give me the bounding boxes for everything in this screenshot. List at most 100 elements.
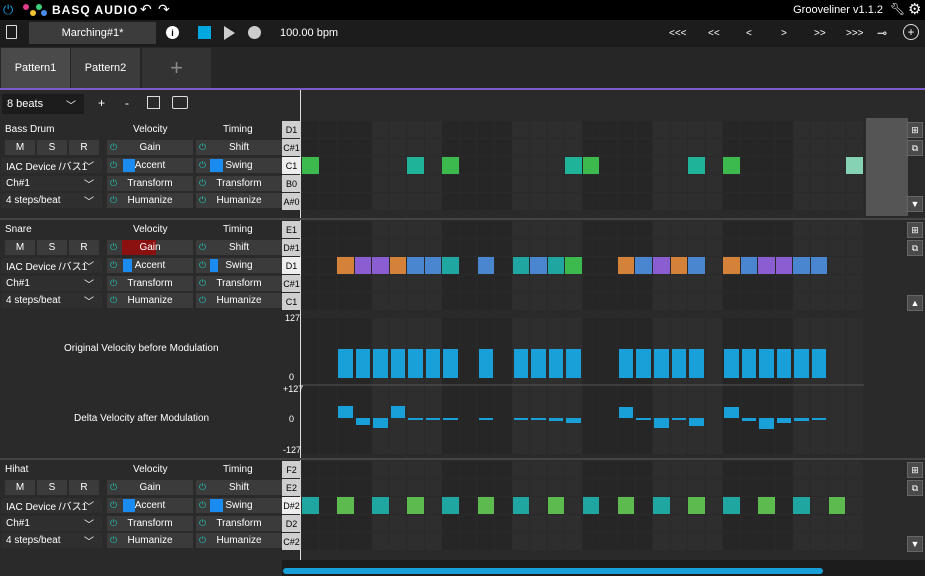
delta-velocity-bar[interactable]: [338, 406, 353, 418]
note-step[interactable]: [758, 257, 775, 274]
power-icon[interactable]: ⏻: [199, 535, 207, 545]
power-icon[interactable]: ⏻: [199, 295, 207, 305]
channel-select[interactable]: Ch#1 ﹀: [1, 515, 102, 531]
velocity-bar[interactable]: [794, 349, 809, 378]
velocity-bar[interactable]: [390, 349, 406, 378]
note-step[interactable]: [407, 497, 424, 514]
transform-timing-control[interactable]: ⏻ Transform: [196, 515, 282, 531]
velocity-bar[interactable]: [408, 349, 423, 378]
note-step[interactable]: [775, 257, 793, 274]
power-icon[interactable]: ⏻: [199, 517, 207, 528]
power-icon[interactable]: ⏻: [110, 177, 118, 188]
device-select[interactable]: IAC Device /バス1 ﹀: [1, 158, 102, 173]
note-step[interactable]: [723, 157, 740, 174]
velocity-bar[interactable]: [636, 349, 651, 378]
transform-timing-control[interactable]: ⏻ Transform: [196, 275, 282, 291]
velocity-bar[interactable]: [548, 349, 564, 378]
humanize-timing-control[interactable]: ⏻ Humanize: [196, 293, 282, 308]
power-icon[interactable]: ⏻: [110, 277, 118, 288]
transform-velocity-control[interactable]: ⏻ Transform: [107, 275, 193, 291]
power-icon[interactable]: ⏻: [199, 260, 207, 270]
transport-back[interactable]: <: [746, 28, 752, 39]
swing-control[interactable]: ⏻ Swing: [196, 498, 282, 513]
note-step[interactable]: [670, 257, 688, 274]
add-pattern-button[interactable]: +: [142, 48, 211, 88]
device-select[interactable]: IAC Device /バス1 ﹀: [1, 258, 102, 273]
note-step[interactable]: [442, 497, 459, 514]
power-icon[interactable]: ⏻: [199, 195, 207, 205]
transport-forward[interactable]: >: [781, 28, 787, 39]
delta-velocity-bar[interactable]: [531, 418, 546, 420]
record-button[interactable]: [248, 26, 261, 39]
gain-control[interactable]: ⏻ Gain: [107, 240, 193, 255]
note-step[interactable]: [565, 257, 582, 274]
humanize-velocity-control[interactable]: ⏻ Humanize: [107, 533, 193, 548]
delta-velocity-bar[interactable]: [513, 418, 529, 420]
note-step[interactable]: [793, 257, 810, 274]
gain-control[interactable]: ⏻ Gain: [107, 140, 193, 155]
solo-button[interactable]: S: [37, 140, 67, 155]
velocity-bar[interactable]: [811, 349, 827, 378]
delta-velocity-bar[interactable]: [478, 418, 494, 420]
delta-velocity-bar[interactable]: [618, 407, 634, 418]
mute-button[interactable]: M: [5, 240, 35, 255]
note-step[interactable]: [547, 257, 565, 274]
humanize-velocity-control[interactable]: ⏻ Humanize: [107, 193, 193, 208]
power-icon[interactable]: ⏻: [110, 260, 118, 270]
bpm-display[interactable]: 100.00 bpm: [280, 27, 339, 39]
delta-velocity-bar[interactable]: [636, 418, 651, 420]
note-step[interactable]: [424, 257, 442, 274]
collapse-track-button[interactable]: ▼: [907, 196, 923, 212]
note-step[interactable]: [617, 497, 635, 514]
velocity-bar[interactable]: [338, 349, 353, 378]
power-icon[interactable]: ⏻: [110, 535, 118, 545]
grid-view-icon[interactable]: ⊞: [907, 222, 923, 238]
power-icon[interactable]: ⏻: [199, 142, 207, 152]
power-icon[interactable]: ⏻: [110, 160, 118, 170]
power-icon[interactable]: ⏻: [199, 500, 207, 510]
steps-select[interactable]: 4 steps/beat ﹀: [1, 193, 102, 208]
delta-velocity-bar[interactable]: [741, 418, 757, 421]
copy-icon[interactable]: [147, 96, 160, 109]
delta-velocity-bar[interactable]: [724, 407, 739, 418]
steps-select[interactable]: 4 steps/beat ﹀: [1, 533, 102, 548]
velocity-bar[interactable]: [689, 349, 704, 378]
note-step[interactable]: [477, 257, 495, 274]
delta-velocity-bar[interactable]: [811, 418, 827, 420]
grid-view-icon[interactable]: ⊞: [907, 462, 923, 478]
delta-velocity-bar[interactable]: [776, 418, 792, 423]
steps-select[interactable]: 4 steps/beat ﹀: [1, 293, 102, 308]
accent-control[interactable]: ⏻ Accent: [107, 258, 193, 273]
shift-control[interactable]: ⏻ Shift: [196, 480, 282, 495]
record-arm-button[interactable]: R: [69, 240, 99, 255]
stop-button[interactable]: [198, 26, 211, 39]
note-step[interactable]: [389, 257, 407, 274]
velocity-bar[interactable]: [513, 349, 529, 378]
transport-first[interactable]: <<<: [669, 28, 687, 39]
note-step[interactable]: [302, 157, 319, 174]
velocity-bar[interactable]: [478, 349, 494, 378]
velocity-bar[interactable]: [776, 349, 792, 378]
layer-view-icon[interactable]: ⧉: [907, 240, 923, 256]
collapse-track-button[interactable]: ▼: [907, 536, 923, 552]
note-step[interactable]: [512, 497, 530, 514]
power-icon[interactable]: ⏻: [110, 500, 118, 510]
power-icon[interactable]: ⏻: [110, 517, 118, 528]
delta-velocity-bar[interactable]: [759, 418, 774, 429]
note-step[interactable]: [582, 497, 600, 514]
note-step[interactable]: [758, 497, 775, 514]
note-step[interactable]: [810, 257, 828, 274]
velocity-bar[interactable]: [724, 349, 739, 378]
gain-control[interactable]: ⏻ Gain: [107, 480, 193, 495]
velocity-bar[interactable]: [671, 349, 687, 378]
velocity-bar[interactable]: [425, 349, 441, 378]
delta-velocity-bar[interactable]: [671, 418, 687, 420]
mute-button[interactable]: M: [5, 140, 35, 155]
shift-control[interactable]: ⏻ Shift: [196, 140, 282, 155]
power-icon[interactable]: ⏻: [199, 160, 207, 170]
delta-velocity-bar[interactable]: [408, 418, 423, 420]
note-step[interactable]: [442, 157, 459, 174]
expand-track-button[interactable]: ▲: [907, 295, 923, 311]
shift-control[interactable]: ⏻ Shift: [196, 240, 282, 255]
horizontal-scrollbar[interactable]: [283, 568, 823, 574]
